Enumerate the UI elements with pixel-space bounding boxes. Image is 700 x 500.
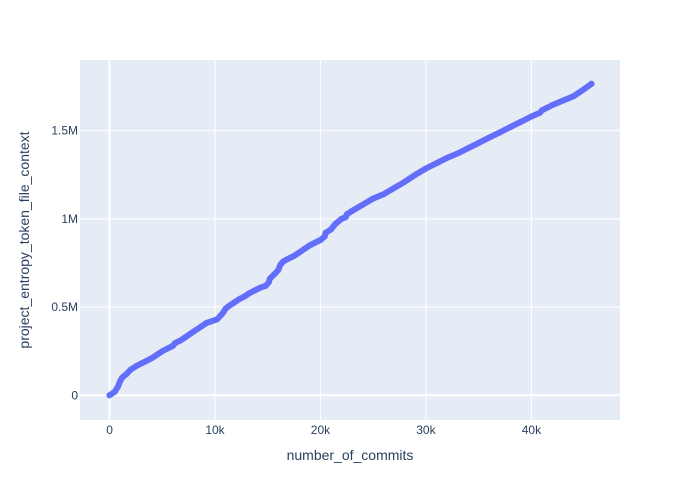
data-point — [198, 323, 205, 330]
y-tick-label: 1M — [61, 212, 78, 226]
data-point — [581, 86, 588, 93]
data-point — [291, 252, 298, 259]
data-point — [575, 89, 582, 96]
data-point — [507, 124, 514, 131]
data-point — [132, 363, 139, 370]
data-point — [296, 249, 303, 256]
data-point — [433, 160, 440, 167]
data-point — [123, 371, 130, 378]
data-point — [486, 134, 493, 141]
data-point — [177, 337, 184, 344]
data-point — [106, 392, 113, 399]
x-tick-label: 10k — [205, 423, 225, 437]
data-point — [465, 145, 472, 152]
data-point — [306, 242, 313, 249]
data-point — [343, 211, 350, 218]
data-point — [187, 330, 194, 337]
data-point — [444, 154, 450, 161]
data-point — [391, 184, 398, 191]
data-point — [203, 319, 210, 326]
data-point — [138, 360, 145, 367]
data-point — [154, 351, 160, 358]
x-tick-label: 0 — [106, 423, 113, 437]
data-point — [422, 165, 429, 172]
data-point — [241, 293, 248, 300]
data-point — [332, 221, 339, 228]
data-point — [208, 318, 215, 325]
data-point — [127, 366, 134, 373]
data-point — [148, 355, 155, 362]
data-point — [285, 255, 292, 262]
x-tick-label: 40k — [522, 423, 542, 437]
y-tick-label: 0 — [71, 388, 78, 402]
data-point — [111, 388, 118, 395]
x-tick-label: 30k — [416, 423, 436, 437]
data-point — [317, 237, 324, 243]
data-point — [225, 303, 232, 310]
x-axis-title: number_of_commits — [287, 447, 414, 463]
y-tick-label: 1.5M — [51, 124, 78, 138]
data-point — [359, 201, 366, 208]
y-tick-label: 0.5M — [51, 300, 78, 314]
data-point — [560, 97, 566, 104]
data-point — [252, 287, 259, 294]
data-point — [182, 334, 189, 341]
data-point — [539, 107, 545, 114]
x-tick-label: 20k — [311, 423, 331, 437]
y-axis-title: project_entropy_token_file_context — [16, 131, 32, 348]
data-point — [257, 284, 264, 291]
data-point — [588, 80, 595, 87]
data-point — [517, 118, 524, 125]
data-point — [401, 178, 408, 185]
data-point — [380, 191, 387, 198]
data-point — [412, 171, 419, 178]
x-axis-ticks: 0 10k 20k 30k 40k — [106, 423, 542, 437]
data-point — [236, 296, 243, 303]
data-point — [312, 239, 319, 246]
data-point — [115, 383, 121, 390]
series-group — [106, 80, 595, 399]
data-point — [496, 129, 503, 136]
y-axis-ticks: 0 0.5M 1M 1.5M — [51, 124, 78, 403]
data-point — [193, 327, 199, 333]
data-point — [119, 374, 126, 381]
data-point — [280, 258, 287, 265]
data-point — [328, 226, 334, 233]
data-point — [322, 229, 329, 236]
data-point — [231, 299, 237, 306]
data-point — [475, 139, 482, 146]
data-point — [164, 345, 171, 352]
data-point — [266, 275, 273, 282]
data-point — [528, 113, 535, 120]
data-point — [549, 102, 556, 108]
data-point — [570, 93, 577, 100]
data-point — [301, 245, 308, 252]
data-point — [349, 207, 356, 214]
data-point — [454, 150, 461, 157]
data-point — [246, 289, 253, 296]
data-point — [159, 348, 166, 355]
data-point — [370, 195, 377, 202]
data-point — [480, 137, 487, 144]
data-point — [143, 357, 150, 364]
data-point — [171, 340, 178, 347]
data-point — [275, 267, 282, 273]
